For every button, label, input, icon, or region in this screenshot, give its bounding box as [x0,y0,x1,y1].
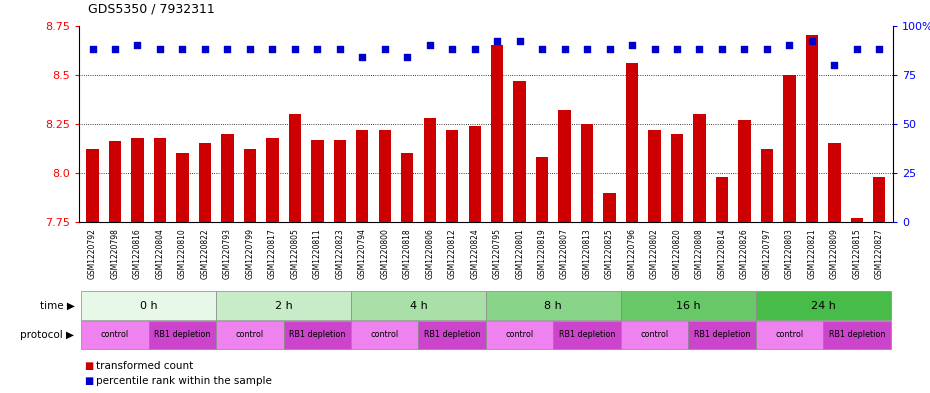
Bar [513,81,525,222]
Bar [604,193,616,222]
Bar [266,138,279,222]
Text: ■: ■ [84,361,93,371]
Bar [86,149,99,222]
Point [602,46,617,52]
Point [175,46,190,52]
Text: GDS5350 / 7932311: GDS5350 / 7932311 [88,3,215,16]
Bar [738,120,751,222]
Bar [873,177,885,222]
Point [108,46,123,52]
Point [692,46,707,52]
Point [737,46,751,52]
Bar [693,114,706,222]
Bar [199,143,211,222]
Bar [109,141,121,222]
Point [535,46,550,52]
Text: control: control [236,331,264,339]
Text: 24 h: 24 h [811,301,835,310]
Text: protocol ▶: protocol ▶ [20,330,74,340]
Bar [469,126,481,222]
Bar [379,130,391,222]
Bar [671,134,684,222]
Text: RB1 depletion: RB1 depletion [694,331,751,339]
Text: transformed count: transformed count [96,361,193,371]
Text: ■: ■ [84,376,93,386]
Text: RB1 depletion: RB1 depletion [289,331,346,339]
Bar [446,130,458,222]
Text: percentile rank within the sample: percentile rank within the sample [96,376,272,386]
Text: 0 h: 0 h [140,301,157,310]
Point [512,38,527,44]
Bar [648,130,660,222]
Bar [558,110,571,222]
Point [827,62,842,68]
Point [378,46,392,52]
Bar [401,153,414,222]
Bar [716,177,728,222]
Point [287,46,302,52]
Point [197,46,212,52]
Point [130,42,145,48]
Bar [244,149,256,222]
Bar [334,140,346,222]
Point [243,46,258,52]
Text: control: control [506,331,534,339]
Text: 8 h: 8 h [544,301,563,310]
Point [625,42,640,48]
Text: RB1 depletion: RB1 depletion [559,331,616,339]
Text: 4 h: 4 h [409,301,428,310]
Bar [761,149,773,222]
Point [579,46,594,52]
Point [714,46,729,52]
Point [782,42,797,48]
Bar [536,157,549,222]
Point [647,46,662,52]
Point [422,42,437,48]
Text: RB1 depletion: RB1 depletion [154,331,210,339]
Bar [423,118,436,222]
Bar [581,124,593,222]
Text: 16 h: 16 h [676,301,700,310]
Text: control: control [371,331,399,339]
Text: time ▶: time ▶ [39,301,74,310]
Bar [356,130,368,222]
Point [849,46,864,52]
Bar [491,45,503,222]
Bar [221,134,233,222]
Bar [288,114,301,222]
Bar [783,75,795,222]
Bar [829,143,841,222]
Point [355,54,370,60]
Point [871,46,886,52]
Point [557,46,572,52]
Point [467,46,482,52]
Text: control: control [101,331,129,339]
Point [445,46,459,52]
Point [670,46,684,52]
Point [332,46,347,52]
Text: control: control [776,331,804,339]
Bar [805,35,818,222]
Bar [131,138,143,222]
Bar [851,218,863,222]
Bar [177,153,189,222]
Text: control: control [641,331,669,339]
Point [265,46,280,52]
Text: 2 h: 2 h [274,301,293,310]
Text: RB1 depletion: RB1 depletion [829,331,885,339]
Point [310,46,325,52]
Point [153,46,167,52]
Point [86,46,100,52]
Point [760,46,775,52]
Point [400,54,415,60]
Bar [312,140,324,222]
Point [220,46,235,52]
Point [490,38,505,44]
Bar [153,138,166,222]
Text: RB1 depletion: RB1 depletion [424,331,481,339]
Bar [626,63,638,222]
Point [804,38,819,44]
